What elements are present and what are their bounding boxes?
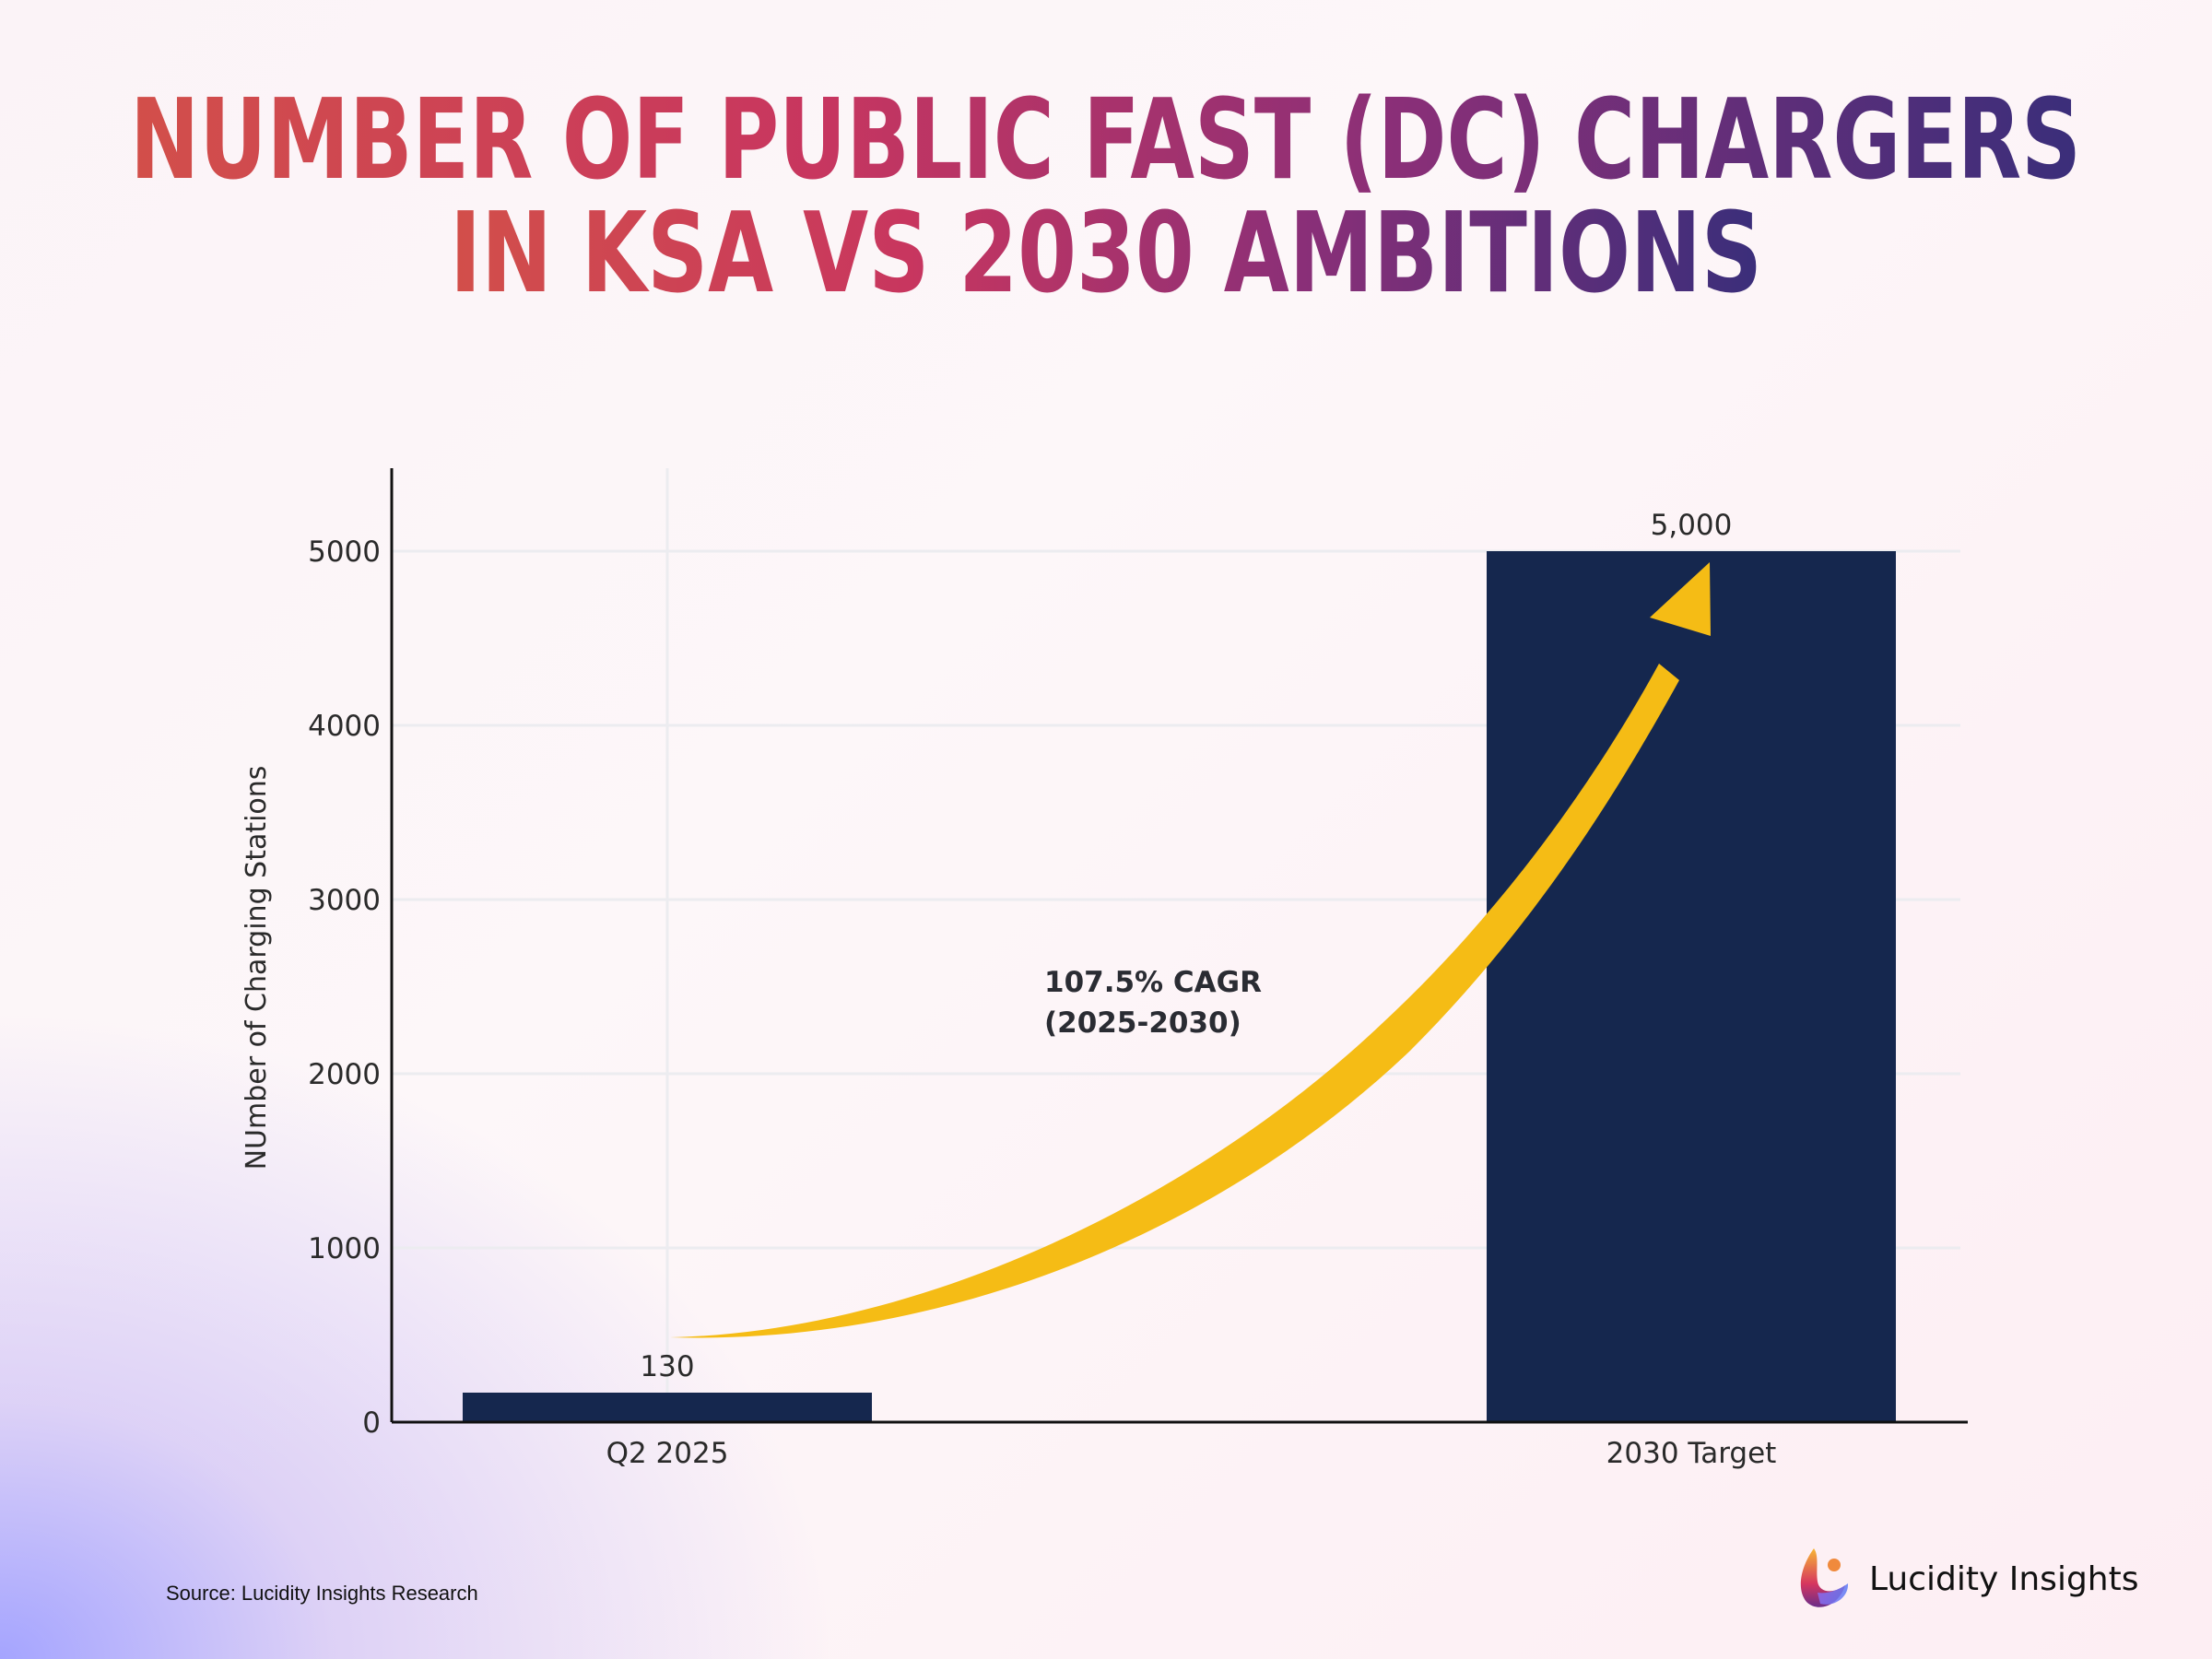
data-label: 5,000: [1651, 509, 1733, 542]
source-note: Source: Lucidity Insights Research: [166, 1582, 478, 1605]
y-tick-label: 0: [362, 1406, 381, 1440]
y-tick-label: 5000: [308, 535, 381, 569]
brand-logo: Lucidity Insights: [1797, 1547, 2138, 1611]
y-tick-label: 4000: [308, 710, 381, 743]
brand-name: Lucidity Insights: [1869, 1559, 2139, 1598]
arrow-head: [1650, 562, 1711, 636]
x-tick-label: 2030 Target: [1606, 1437, 1777, 1470]
brand-logo-icon: [1800, 1548, 1849, 1607]
title-line-2: IN KSA VS 2030 AMBITIONS: [450, 190, 1762, 318]
y-tick-label: 1000: [308, 1232, 381, 1265]
y-tick-label: 2000: [308, 1058, 381, 1091]
x-tick-label: Q2 2025: [606, 1437, 729, 1470]
arrow-body: [670, 664, 1679, 1338]
bar: [463, 1393, 872, 1422]
title-line-1: NUMBER OF PUBLIC FAST (DC) CHARGERS: [130, 76, 2081, 205]
data-label: 130: [640, 1350, 694, 1383]
y-axis-label: NUmber of Charging Stations: [241, 766, 273, 1171]
bar: [1487, 551, 1896, 1422]
annotation-line-2: (2025-2030): [1044, 1006, 1241, 1040]
annotation-line-1: 107.5% CAGR: [1044, 966, 1262, 999]
y-tick-label: 3000: [308, 884, 381, 917]
